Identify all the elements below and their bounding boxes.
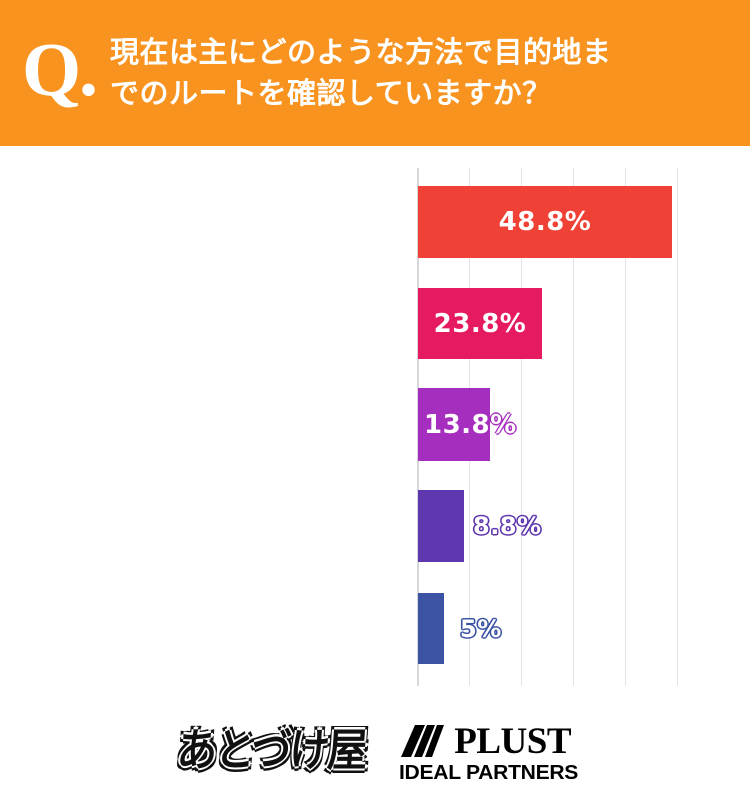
plust-tagline: IDEAL PARTNERS (399, 760, 579, 784)
bar-row[interactable]: 13.8% (418, 388, 516, 461)
plot-area: 48.8% 23.8% 13.8% 8.8% 5% (417, 168, 679, 686)
gridline-50 (677, 168, 678, 686)
atozukeya-logo: あとづけ屋 (175, 725, 368, 777)
bar-value-label: 48.8% (498, 207, 592, 237)
gridline-20 (521, 168, 522, 686)
plust-slash-icon (401, 724, 445, 757)
question-header: Q. 現在は主にどのような方法で目的地ま でのルートを確認していますか？ (0, 0, 750, 146)
bar-row[interactable]: 8.8% (418, 490, 541, 562)
bar-value-label: 23.8% (433, 308, 527, 339)
bar-row[interactable]: 23.8% (418, 288, 542, 359)
bar-value-label: 13.8% (424, 409, 517, 440)
question-text-line-1: 現在は主にどのような方法で目的地ま (110, 34, 612, 69)
gridline-40 (625, 168, 626, 686)
bar-value-label: 8.8% (473, 512, 542, 540)
bar-row[interactable]: 48.8% (418, 186, 672, 258)
question-text-line-2: でのルートを確認していますか？ (110, 76, 552, 110)
question-mark-glyph: Q. (21, 28, 98, 112)
bar-chart: スマートフォンの地図アプリ 同業者や知人に確認してもらう 事前に紙の地図や印刷し… (0, 146, 750, 706)
bar-row[interactable]: 5% (418, 593, 501, 664)
plust-wordmark-row: PLUST (399, 720, 572, 762)
plust-logo: PLUST IDEAL PARTNERS (399, 720, 578, 784)
y-axis-line (417, 168, 419, 686)
bar-value-label: 5% (460, 614, 502, 643)
footer-logos: あとづけ屋 PLUST IDEAL PARTNERS (0, 706, 750, 800)
plust-name: PLUST (454, 720, 572, 762)
question-text: 現在は主にどのような方法で目的地ま でのルートを確認していますか？ (110, 32, 750, 114)
gridline-30 (573, 168, 574, 686)
